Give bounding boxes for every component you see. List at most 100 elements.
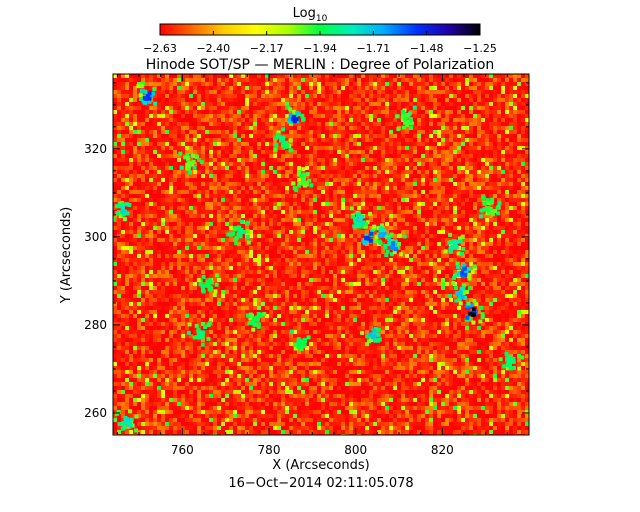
heatmap-cell	[265, 94, 269, 98]
heatmap-cell	[397, 98, 401, 102]
heatmap-cell	[361, 90, 365, 94]
heatmap-cell	[209, 242, 213, 246]
heatmap-cell	[133, 230, 137, 234]
heatmap-cell	[409, 198, 413, 202]
heatmap-cell	[461, 194, 465, 198]
heatmap-cell	[505, 214, 509, 218]
heatmap-cell	[133, 154, 137, 158]
heatmap-cell	[445, 130, 449, 134]
heatmap-cell	[305, 262, 309, 266]
heatmap-cell	[209, 194, 213, 198]
heatmap-cell	[205, 214, 209, 218]
heatmap-cell	[405, 182, 409, 186]
heatmap-cell	[305, 122, 309, 126]
heatmap-cell	[265, 202, 269, 206]
heatmap-cell	[253, 210, 257, 214]
heatmap-cell	[321, 246, 325, 250]
heatmap-cell	[125, 254, 129, 258]
heatmap-cell	[485, 162, 489, 166]
heatmap-cell	[465, 102, 469, 106]
heatmap-cell	[389, 90, 393, 94]
heatmap-cell	[301, 138, 305, 142]
heatmap-cell	[161, 226, 165, 230]
heatmap-cell	[237, 78, 241, 82]
heatmap-cell	[353, 190, 357, 194]
heatmap-cell	[245, 158, 249, 162]
heatmap-cell	[233, 258, 237, 262]
heatmap-cell	[153, 258, 157, 262]
heatmap-cell	[521, 78, 525, 82]
heatmap-cell	[193, 250, 197, 254]
heatmap-cell	[221, 98, 225, 102]
heatmap-cell	[253, 254, 257, 258]
heatmap-cell	[445, 262, 449, 266]
heatmap-cell	[345, 78, 349, 82]
heatmap-cell	[329, 218, 333, 222]
heatmap-cell	[121, 262, 125, 266]
heatmap-cell	[253, 154, 257, 158]
heatmap-cell	[373, 74, 377, 78]
heatmap-cell	[145, 114, 149, 118]
heatmap-cell	[237, 146, 241, 150]
heatmap-cell	[405, 74, 409, 78]
heatmap-cell	[437, 106, 441, 110]
heatmap-cell	[305, 102, 309, 106]
heatmap-cell	[513, 82, 517, 86]
heatmap-cell	[393, 74, 397, 78]
heatmap-cell	[145, 126, 149, 130]
heatmap-cell	[425, 246, 429, 250]
heatmap-cell	[413, 242, 417, 246]
heatmap-cell	[349, 210, 353, 214]
heatmap-cell	[445, 114, 449, 118]
heatmap-cell	[525, 114, 529, 118]
heatmap-cell	[525, 202, 529, 206]
heatmap-cell	[449, 226, 453, 230]
heatmap-cell	[217, 94, 221, 98]
heatmap-cell	[397, 214, 401, 218]
heatmap-cell	[145, 262, 149, 266]
heatmap-cell	[113, 250, 117, 254]
heatmap-cell	[453, 110, 457, 114]
heatmap-cell	[333, 102, 337, 106]
heatmap-cell	[233, 114, 237, 118]
heatmap-cell	[169, 230, 173, 234]
heatmap-cell	[509, 102, 513, 106]
heatmap-cell	[205, 102, 209, 106]
heatmap-cell	[465, 114, 469, 118]
heatmap-cell	[261, 206, 265, 210]
heatmap-cell	[425, 110, 429, 114]
heatmap-cell	[281, 202, 285, 206]
heatmap-cell	[245, 154, 249, 158]
heatmap-cell	[145, 122, 149, 126]
heatmap-cell	[513, 134, 517, 138]
heatmap-cell	[173, 142, 177, 146]
heatmap-cell	[257, 114, 261, 118]
heatmap-cell	[357, 166, 361, 170]
heatmap-cell	[157, 258, 161, 262]
heatmap-cell	[165, 162, 169, 166]
heatmap-cell	[329, 238, 333, 242]
heatmap-cell	[261, 186, 265, 190]
heatmap-cell	[421, 246, 425, 250]
heatmap-cell	[285, 194, 289, 198]
heatmap-cell	[157, 86, 161, 90]
heatmap-cell	[201, 142, 205, 146]
heatmap-cell	[281, 82, 285, 86]
heatmap-cell	[341, 202, 345, 206]
heatmap-cell	[165, 74, 169, 78]
heatmap-cell	[149, 222, 153, 226]
heatmap-cell	[345, 162, 349, 166]
heatmap-cell	[413, 226, 417, 230]
heatmap-cell	[461, 114, 465, 118]
heatmap-cell	[497, 178, 501, 182]
heatmap-cell	[397, 230, 401, 234]
heatmap-cell	[177, 206, 181, 210]
heatmap-cell	[385, 130, 389, 134]
heatmap-cell	[165, 130, 169, 134]
heatmap-cell	[477, 258, 481, 262]
heatmap-cell	[129, 214, 133, 218]
heatmap-cell	[353, 202, 357, 206]
heatmap-cell	[213, 226, 217, 230]
heatmap-cell	[369, 130, 373, 134]
heatmap-cell	[413, 162, 417, 166]
